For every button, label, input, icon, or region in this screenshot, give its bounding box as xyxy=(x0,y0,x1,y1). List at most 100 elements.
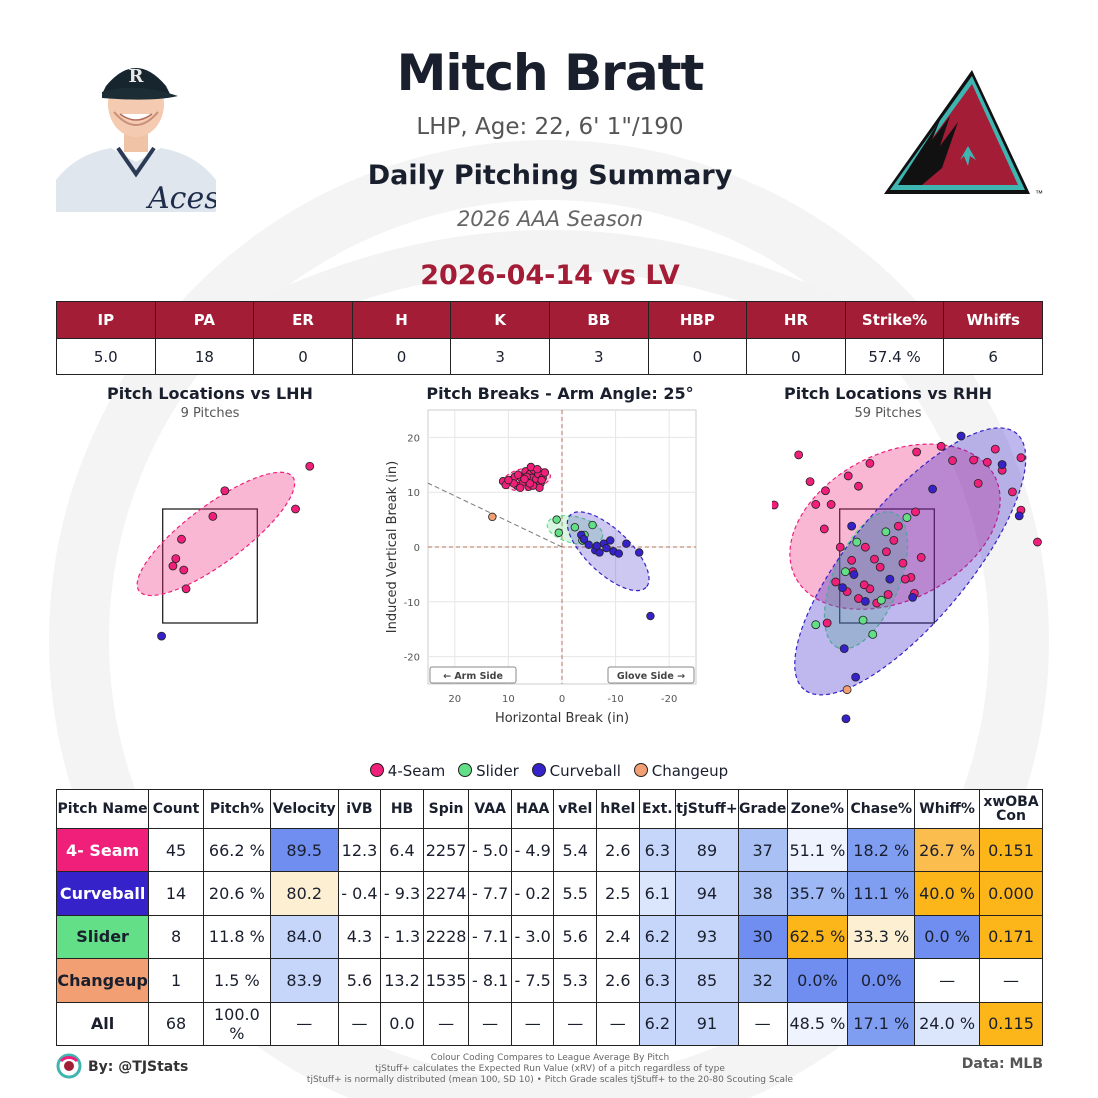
rhh-point-curveball xyxy=(849,570,859,579)
pitch-table-cell-pitch: 1.5 % xyxy=(202,958,271,1003)
rhh-point-4seam xyxy=(831,577,841,587)
rhh-point-4seam xyxy=(990,444,1000,454)
lhh-point-4seam xyxy=(177,534,186,544)
legend-dot-changeup xyxy=(633,763,648,777)
legend-label-changeup: Changeup xyxy=(651,762,729,780)
pitch-table-row: Slider 8 11.8 % 84.0 4.3- 1.3 2228- 7.1- 3.0 5… xyxy=(55,914,1043,960)
game-stats-table: IP PA ER H K BB HBP HR Strike% Whiffs 5.0 18 0 0 3 3 0 0… xyxy=(56,301,1043,375)
pitch-table-cell-vaa: - 7.1 xyxy=(468,914,512,960)
rhh-point-curveball xyxy=(851,672,861,682)
rhh-point-4seam xyxy=(822,618,832,628)
rhh-point-slider xyxy=(852,537,862,547)
legend-item-4seam: 4-Seam xyxy=(369,762,445,780)
pitch-table-cell-chase: 17.1 % xyxy=(847,1001,916,1047)
rhh-point-curveball xyxy=(839,644,849,654)
pitch-table-cell-tjstuff: 89 xyxy=(675,827,739,873)
rhh-subtitle: 59 Pitches xyxy=(854,406,922,421)
pitch-table-cell-zone: 51.1 % xyxy=(786,827,849,873)
pitch-table-row: All 68 100.0 % — —0.0— — — — —6.2 91—48.5 % 17.1 %… xyxy=(55,1001,1043,1047)
pitch-table-cell-grade: 32 xyxy=(737,958,788,1003)
pitch-table-header-hb: HB xyxy=(380,789,424,829)
break-point-curveball xyxy=(602,543,611,553)
stat-header-h: H xyxy=(351,301,452,339)
pitch-table-cell-whiff: 24.0 % xyxy=(914,1001,981,1047)
pitch-table-cell-pitch: 100.0 % xyxy=(202,1001,271,1047)
pitch-table-cell-haa: - 4.9 xyxy=(510,827,555,873)
rhh-point-curveball xyxy=(885,574,895,584)
lhh-point-4seam xyxy=(179,565,189,575)
breaks-ytick-label: 0 xyxy=(414,543,420,554)
pitch-table-cell-hrel: — xyxy=(596,1001,640,1047)
pitch-legend: 4-Seam Slider Curveball Changeup xyxy=(0,762,1098,780)
arm-side-label: ← Arm Side xyxy=(429,666,517,684)
pitch-table-cell-hb: 6.4 xyxy=(380,827,424,873)
season-label: 2026 AAA Season xyxy=(456,207,644,231)
footer-note-1: Colour Coding Compares to League Average… xyxy=(430,1053,670,1063)
breaks-ytick-label: -10 xyxy=(404,598,420,609)
rhh-point-slider xyxy=(868,629,878,639)
rhh-point-4seam xyxy=(1016,453,1026,463)
pitch-table-cell-hb: 13.2 xyxy=(380,958,424,1003)
pitch-table-cell-vaa: - 5.0 xyxy=(468,827,512,873)
rhh-point-4seam xyxy=(854,481,863,491)
rhh-point-4seam xyxy=(772,500,779,510)
pitch-table-header-zone: Zone% xyxy=(786,789,849,829)
glove-side-label-box xyxy=(607,666,695,684)
trademark-symbol: ™ xyxy=(1035,189,1043,198)
pitch-breaks-chart: 20 10 0 -10 -20 20 10 0 -10 -20 ← Arm Side Glove Si… xyxy=(385,409,697,726)
pitch-table-cell-velocity: 80.2 xyxy=(269,871,339,916)
breaks-xtick-label: -20 xyxy=(661,694,677,705)
break-point-curveball xyxy=(622,539,631,548)
lhh-strike-zone xyxy=(162,508,258,624)
footer-notes: Colour Coding Compares to League Average… xyxy=(300,1053,800,1086)
pitch-table-cell-count: 45 xyxy=(148,827,204,873)
pitch-table-cell-hb: - 1.3 xyxy=(380,914,424,960)
pitch-table-cell-xwobacon: 0.000 xyxy=(979,871,1043,916)
rhh-point-changeup xyxy=(842,685,852,695)
rhh-point-curveball xyxy=(841,714,851,724)
rhh-point-4seam xyxy=(805,477,815,487)
pitch-table-cell-ext: 6.2 xyxy=(638,1001,677,1047)
breaks-ytick-label: 20 xyxy=(407,433,420,444)
lhh-point-4seam xyxy=(291,504,300,514)
lhh-point-4seam xyxy=(171,554,181,563)
breaks-yaxis-title: Induced Vertical Break (in) xyxy=(385,461,400,634)
pitch-table-header-hrel: hRel xyxy=(596,789,640,829)
legend-label-curveball: Curveball xyxy=(549,762,621,780)
stat-value-k: 3 xyxy=(450,338,550,375)
player-bio: LHP, Age: 22, 6' 1"/190 xyxy=(416,114,684,140)
pitch-table-cell-chase: 11.1 % xyxy=(847,871,916,916)
rhh-point-slider xyxy=(840,567,850,577)
rhh-point-4seam xyxy=(843,471,853,481)
rhh-point-4seam xyxy=(982,457,992,467)
rhh-strike-zone xyxy=(839,508,935,624)
footer-note-2: tjStuff+ calculates the Expected Run Val… xyxy=(375,1064,725,1074)
pitch-table-cell-ivb: — xyxy=(337,1001,382,1047)
pitch-table-cell-whiff: 26.7 % xyxy=(914,827,981,873)
break-point-curveball xyxy=(584,540,593,550)
team-logo: ™ xyxy=(882,68,1047,200)
pitch-table-header-spin: Spin xyxy=(422,789,470,829)
pitch-table-cell-zone: 48.5 % xyxy=(786,1001,849,1047)
rhh-point-4seam xyxy=(948,456,957,465)
pitch-table-cell-vrel: 5.3 xyxy=(553,958,598,1003)
pitch-table-cell-spin: 2257 xyxy=(422,827,470,873)
pitch-table-cell-ext: 6.3 xyxy=(638,827,677,873)
rhh-point-4seam xyxy=(811,500,821,509)
pitch-table-cell-haa: - 7.5 xyxy=(510,958,555,1003)
pitch-table-cell-hrel: 2.5 xyxy=(596,871,640,916)
pitch-table-cell-tjstuff: 93 xyxy=(675,914,739,960)
arm-side-label-text: ← Arm Side xyxy=(443,671,503,682)
stat-header-strike: Strike% xyxy=(844,301,945,339)
lhh-point-curveball xyxy=(157,631,166,641)
pitch-table-cell-spin: 2228 xyxy=(422,914,470,960)
lhh-subtitle: 9 Pitches xyxy=(180,406,240,421)
pitch-table-header-count: Count xyxy=(148,789,204,829)
rhh-point-4seam xyxy=(859,580,869,590)
rhh-point-4seam xyxy=(1007,487,1017,497)
legend-item-curveball: Curveball xyxy=(531,762,621,780)
rhh-point-curveball xyxy=(847,521,857,531)
pitch-table-cell-spin: — xyxy=(422,1001,470,1047)
legend-dot-slider xyxy=(458,763,473,777)
pitch-table-cell-pitch: 11.8 % xyxy=(202,914,271,960)
